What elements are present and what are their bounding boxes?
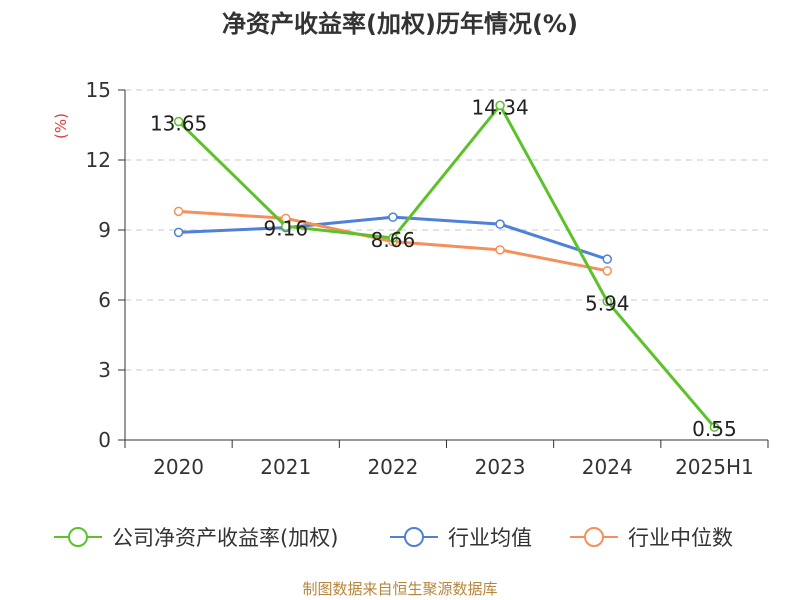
- grid-lines: [125, 89, 768, 371]
- series-layer: [173, 100, 720, 432]
- x-tick-label: 2020: [153, 455, 204, 479]
- data-point: [495, 245, 505, 255]
- chart-title: 净资产收益率(加权)历年情况(%): [222, 10, 578, 38]
- data-label: 14.34: [471, 95, 528, 119]
- x-tick-label: 2022: [367, 455, 418, 479]
- data-label: 8.66: [371, 228, 416, 252]
- y-tick-label: 3: [98, 358, 111, 382]
- legend-label: 行业均值: [448, 526, 532, 550]
- data-point: [602, 296, 612, 307]
- y-tick-label: 6: [98, 288, 111, 312]
- x-tick-label: 2025H1: [675, 455, 754, 479]
- data-point: [173, 206, 184, 217]
- y-axis-unit-label: (%): [52, 113, 70, 139]
- data-labels: 13.65 9.16 8.66 14.34 5.94 0.55: [150, 95, 737, 441]
- y-tick-label: 9: [98, 218, 111, 242]
- data-point: [709, 422, 720, 432]
- data-point: [388, 212, 398, 222]
- x-tick-label: 2021: [260, 455, 311, 479]
- y-tick-label: 12: [86, 148, 111, 172]
- data-label: 9.16: [263, 216, 308, 240]
- data-point: [495, 100, 505, 111]
- data-point: [173, 116, 184, 127]
- legend-label: 公司净资产收益率(加权): [112, 526, 338, 550]
- y-tick-label: 0: [98, 428, 111, 452]
- data-label: 0.55: [692, 417, 737, 441]
- y-tick-label: 15: [86, 78, 111, 102]
- legend: 公司净资产收益率(加权) 行业均值 行业中位数: [54, 526, 733, 550]
- data-label: 5.94: [585, 291, 630, 315]
- x-tick-label: 2024: [582, 455, 633, 479]
- data-label: 13.65: [150, 112, 207, 136]
- legend-marker: [584, 527, 604, 547]
- legend-label: 行业中位数: [628, 526, 733, 550]
- series-line: [177, 103, 716, 429]
- data-point: [173, 227, 184, 238]
- data-point: [281, 221, 291, 232]
- data-point: [388, 233, 398, 243]
- legend-marker: [68, 527, 88, 547]
- legend-marker: [404, 527, 424, 547]
- x-tick-label: 2023: [475, 455, 526, 479]
- data-point: [602, 266, 612, 276]
- data-point: [495, 219, 505, 229]
- data-point: [602, 254, 612, 264]
- source-note: 制图数据来自恒生聚源数据库: [302, 580, 497, 598]
- axes: 0 3 6 9 12 15 2020 2021 2022 2023 2024 2025H1: [86, 78, 769, 479]
